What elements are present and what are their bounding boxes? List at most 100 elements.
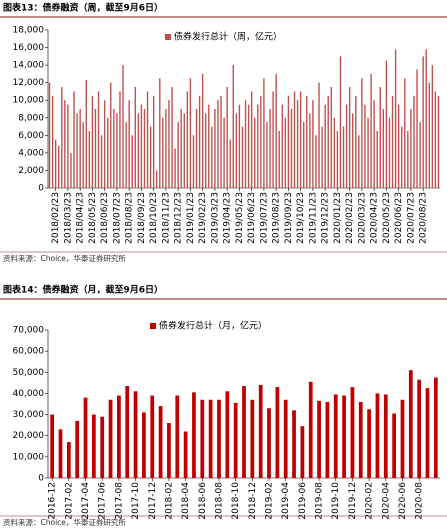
bar (333, 117, 336, 188)
bar (238, 104, 241, 188)
bar (70, 152, 72, 188)
bar (315, 135, 317, 188)
bar (269, 109, 271, 188)
bar (66, 442, 71, 478)
x-tick-label: 2019/04/23 (223, 192, 233, 244)
bar (50, 414, 55, 478)
x-tick-label: 2019-02 (265, 482, 275, 520)
bar (284, 117, 287, 188)
bar (97, 91, 100, 188)
bar (296, 100, 299, 188)
bar (318, 82, 320, 188)
bar (342, 126, 345, 188)
source: 资料来源：Choice，华泰证券研究所 (3, 253, 126, 263)
x-tick-label: 2017-12 (148, 482, 158, 520)
bar (186, 91, 189, 188)
bar (113, 109, 115, 188)
x-tick-label: 2020-08 (415, 482, 425, 520)
bar (321, 126, 323, 188)
bar (225, 391, 230, 478)
bar (392, 413, 397, 478)
bar (100, 135, 103, 188)
bar (425, 388, 430, 478)
x-tick-label: 2018/03/23 (63, 192, 73, 244)
x-tick-label: 2018-12 (248, 482, 258, 520)
y-tick-label: 0 (38, 184, 44, 194)
bar (100, 416, 105, 478)
bar (266, 122, 268, 188)
x-tick-label: 2020/04/23 (370, 192, 380, 244)
bar (327, 95, 329, 188)
x-tick-label: 2020-02 (365, 482, 375, 520)
bar (244, 100, 247, 188)
bar (198, 95, 201, 188)
bar (82, 122, 84, 188)
bar (85, 80, 87, 188)
bar (433, 377, 438, 478)
x-tick-label: 2018/07/23 (112, 192, 122, 244)
bar (300, 426, 305, 478)
bar (156, 170, 158, 188)
bar (61, 87, 63, 188)
x-tick-label: 2017-02 (64, 482, 74, 520)
bar (241, 126, 244, 188)
y-tick-label: 16,000 (13, 43, 45, 53)
bar (175, 395, 180, 478)
bar (158, 406, 163, 478)
bar (306, 95, 308, 188)
bar (385, 60, 388, 188)
bar (258, 384, 263, 478)
bar (267, 408, 271, 478)
legend-label: 债券发行总计（月，亿元） (159, 320, 267, 332)
x-tick-label: 2018/11/23 (161, 192, 171, 244)
bar (242, 386, 246, 478)
bar (308, 381, 313, 478)
legend-swatch (150, 323, 156, 329)
bar (217, 100, 219, 188)
x-tick-label: 2019/05/23 (235, 192, 245, 244)
x-tick-label: 2018-04 (181, 482, 191, 520)
y-tick-label: 14,000 (13, 61, 45, 71)
bar (128, 100, 130, 188)
bar (367, 409, 371, 478)
x-tick-label: 2020/08/23 (419, 192, 429, 244)
bar (416, 69, 418, 188)
x-tick-label: 2019/10/23 (296, 192, 306, 244)
bar (88, 130, 91, 188)
bar (383, 394, 388, 478)
x-tick-label: 2018-06 (198, 482, 208, 520)
x-tick-label: 2019-04 (281, 482, 291, 520)
x-tick-label: 2019/11/23 (308, 192, 318, 244)
x-tick-label: 2016-12 (48, 482, 58, 520)
bar (339, 56, 342, 189)
x-tick-label: 2019/08/23 (272, 192, 282, 244)
y-tick-label: 10,000 (13, 452, 45, 462)
bar (342, 395, 346, 478)
bar (110, 82, 112, 188)
bar (400, 399, 405, 478)
x-tick-label: 2020/06/23 (394, 192, 404, 244)
chart-title: 图表13：债券融资（周，截至9月6日） (3, 2, 163, 14)
bar (146, 91, 149, 188)
bar (159, 78, 161, 188)
bar (67, 104, 69, 188)
bar (167, 423, 171, 478)
bar (75, 420, 80, 478)
bar (58, 145, 60, 188)
bar (229, 139, 231, 188)
bar (333, 394, 338, 478)
bar (312, 100, 314, 188)
bar (247, 104, 250, 188)
x-tick-label: 2019/12/23 (321, 192, 331, 244)
bar (211, 126, 213, 188)
bar (413, 95, 415, 188)
x-tick-label: 2018/10/23 (149, 192, 159, 244)
x-tick-label: 2017-10 (131, 482, 141, 520)
bar (417, 379, 422, 478)
x-tick-label: 2019/07/23 (259, 192, 269, 244)
bar (150, 395, 155, 478)
bar (336, 130, 339, 188)
bar (142, 412, 146, 478)
x-tick-label: 2017-08 (114, 482, 124, 520)
x-tick-label: 2018-02 (164, 482, 174, 520)
